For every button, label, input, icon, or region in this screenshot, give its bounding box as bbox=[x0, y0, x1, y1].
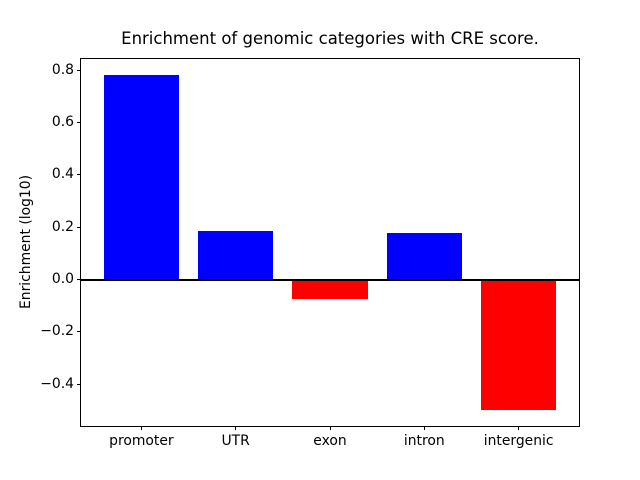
x-tick-mark bbox=[140, 426, 142, 430]
y-tick-label: 0.8 bbox=[51, 61, 74, 78]
x-tick-label-promoter: promoter bbox=[109, 433, 174, 449]
y-tick-label: −0.4 bbox=[40, 375, 74, 392]
x-tick-mark bbox=[329, 426, 331, 430]
x-tick-label-UTR: UTR bbox=[221, 433, 250, 449]
bar-exon bbox=[292, 279, 368, 299]
y-tick-label: 0.6 bbox=[51, 114, 74, 131]
chart-title: Enrichment of genomic categories with CR… bbox=[121, 29, 539, 48]
y-tick-label: 0.2 bbox=[51, 218, 74, 235]
bar-intergenic bbox=[480, 279, 557, 410]
plot-area bbox=[80, 58, 580, 427]
bar-UTR bbox=[197, 230, 274, 280]
zero-line bbox=[81, 278, 579, 281]
y-tick-mark bbox=[77, 69, 81, 71]
y-tick-mark bbox=[77, 383, 81, 385]
x-tick-label-exon: exon bbox=[313, 433, 347, 449]
y-tick-label: 0.4 bbox=[51, 166, 74, 183]
x-tick-mark bbox=[423, 426, 425, 430]
y-tick-mark bbox=[77, 122, 81, 124]
x-tick-mark bbox=[235, 426, 237, 430]
x-tick-mark bbox=[518, 426, 520, 430]
bar-intron bbox=[386, 233, 463, 280]
y-tick-mark bbox=[77, 174, 81, 176]
y-tick-mark bbox=[77, 279, 81, 280]
x-tick-label-intergenic: intergenic bbox=[483, 433, 554, 449]
y-tick-label: −0.2 bbox=[40, 323, 74, 340]
x-tick-label-intron: intron bbox=[403, 433, 445, 449]
y-tick-label: 0.0 bbox=[51, 271, 74, 287]
y-axis-label: Enrichment (log10) bbox=[18, 174, 34, 310]
bar-promoter bbox=[103, 75, 180, 280]
y-tick-mark bbox=[77, 226, 81, 228]
y-tick-mark bbox=[77, 331, 81, 333]
